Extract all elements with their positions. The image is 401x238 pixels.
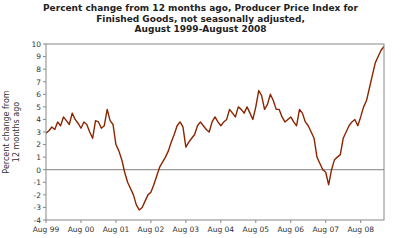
y-tick-label: -4	[34, 216, 42, 225]
x-tick-label: Aug 99	[33, 225, 60, 234]
y-tick-label: 4	[36, 115, 41, 124]
x-tick-label: Aug 06	[277, 225, 304, 234]
plot-area	[46, 47, 384, 210]
x-tick-label: Aug 01	[103, 225, 130, 234]
title: Percent change from 12 months ago, Produ…	[43, 3, 359, 34]
y-tick-label: 8	[36, 65, 41, 74]
y-tick-label: 5	[36, 103, 41, 112]
y-tick-label: 1	[36, 153, 41, 162]
y-axis-label: Percent change from12 months ago	[2, 90, 21, 173]
data-line	[46, 47, 384, 210]
y-tick-label: -2	[34, 191, 42, 200]
x-tick-label: Aug 02	[138, 225, 165, 234]
y-tick-label: 3	[36, 128, 41, 137]
y-tick-label: 0	[36, 166, 41, 175]
x-tick-label: Aug 05	[243, 225, 270, 234]
y-tick-label: 9	[36, 52, 41, 61]
y-tick-label: -3	[34, 203, 42, 212]
y-tick-label: 10	[31, 40, 41, 49]
zero-line	[46, 169, 384, 170]
y-tick-label: 7	[36, 78, 41, 87]
y-tick-label: 6	[36, 90, 41, 99]
chart: Percent change from 12 months ago, Produ…	[0, 0, 401, 238]
y-tick-label: -1	[34, 178, 42, 187]
x-tick-label: Aug 08	[347, 225, 374, 234]
x-tick-label: Aug 00	[68, 225, 95, 234]
y-tick-label: 2	[36, 140, 41, 149]
x-tick-label: Aug 07	[312, 225, 339, 234]
x-tick-label: Aug 04	[208, 225, 235, 234]
x-tick-label: Aug 03	[173, 225, 200, 234]
plot-frame	[46, 44, 384, 220]
